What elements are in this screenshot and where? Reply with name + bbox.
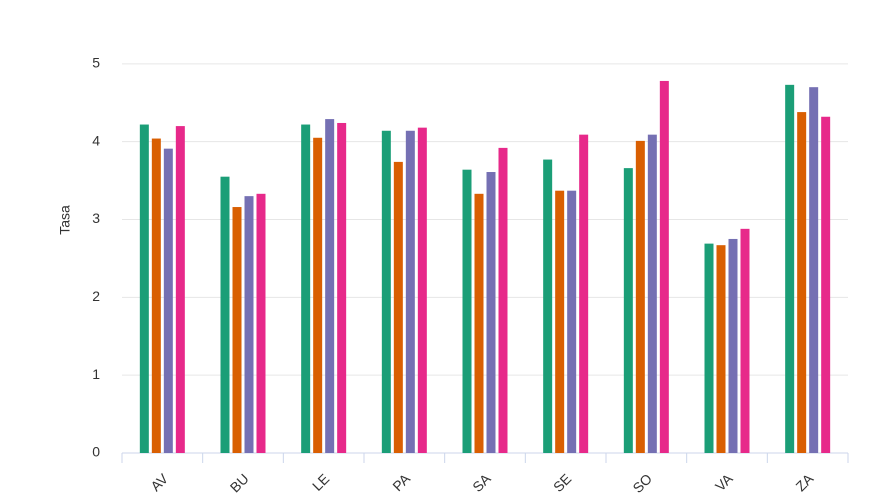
bar <box>543 159 553 453</box>
x-tick-label: SO <box>629 470 655 495</box>
y-tick-label: 0 <box>92 444 100 460</box>
y-tick-label: 1 <box>92 366 100 382</box>
x-tick-label: ZA <box>792 470 816 494</box>
bar <box>809 87 819 453</box>
bar <box>659 80 669 453</box>
bar <box>740 228 750 453</box>
bar <box>393 161 403 453</box>
x-tick-label: SE <box>550 470 575 495</box>
x-tick-label: SA <box>469 470 494 495</box>
bar <box>139 124 149 454</box>
bar <box>704 243 714 453</box>
bar <box>313 137 323 453</box>
bar <box>405 130 415 454</box>
bar <box>232 207 242 453</box>
x-tick-label: BU <box>227 470 252 495</box>
bar <box>623 168 633 453</box>
x-tick-label: VA <box>712 470 736 494</box>
bar <box>785 84 795 453</box>
x-tick-label: AV <box>147 470 171 494</box>
y-axis-label: Tasa <box>57 205 73 235</box>
bar <box>579 134 589 453</box>
bar <box>417 127 427 454</box>
x-tick-label: PA <box>389 470 413 494</box>
bar <box>325 119 335 453</box>
bar <box>462 169 472 453</box>
bar <box>474 193 484 454</box>
bar <box>486 172 496 454</box>
bar <box>151 138 161 453</box>
x-tick-label: LE <box>309 470 332 493</box>
bar <box>498 147 508 453</box>
y-tick-label: 4 <box>92 132 100 148</box>
bar <box>635 140 645 453</box>
y-tick-label: 2 <box>92 288 100 304</box>
y-tick-label: 5 <box>92 55 100 71</box>
bar <box>728 238 738 453</box>
bar <box>244 196 254 453</box>
bar <box>567 190 577 454</box>
bar <box>163 148 173 453</box>
bar <box>647 134 657 453</box>
bar <box>381 130 391 454</box>
bar <box>797 112 807 454</box>
bar <box>301 124 311 454</box>
bar <box>175 126 185 454</box>
bar <box>337 122 347 454</box>
bar <box>220 176 230 454</box>
y-tick-label: 3 <box>92 210 100 226</box>
bar <box>821 116 831 454</box>
bar <box>256 193 266 454</box>
bar <box>716 245 726 453</box>
bar <box>555 190 565 454</box>
